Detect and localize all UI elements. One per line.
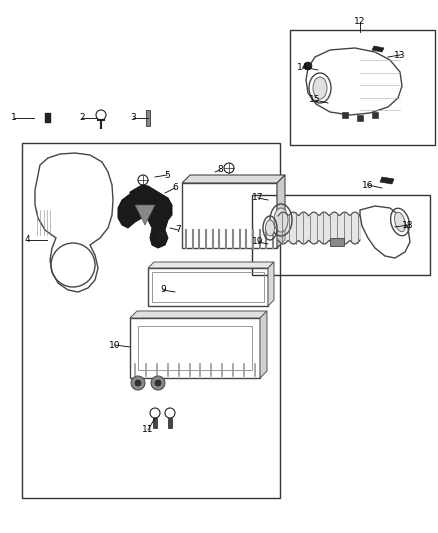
Bar <box>130 318 260 378</box>
Polygon shape <box>118 185 172 248</box>
Polygon shape <box>277 175 285 248</box>
Text: 9: 9 <box>160 286 166 295</box>
Text: 18: 18 <box>402 221 414 230</box>
Bar <box>45 113 51 123</box>
Bar <box>290 30 435 145</box>
Circle shape <box>135 380 141 386</box>
Text: 3: 3 <box>130 114 136 123</box>
Text: 6: 6 <box>172 183 178 192</box>
Bar <box>182 183 277 248</box>
Text: 12: 12 <box>354 18 366 27</box>
Bar <box>148 268 268 306</box>
Polygon shape <box>148 262 274 268</box>
Bar <box>342 112 348 118</box>
Text: 13: 13 <box>394 51 406 60</box>
Circle shape <box>304 62 312 70</box>
Text: 8: 8 <box>217 166 223 174</box>
Text: 2: 2 <box>79 114 85 123</box>
Polygon shape <box>182 175 285 183</box>
Text: 7: 7 <box>175 225 181 235</box>
Text: 4: 4 <box>24 236 30 245</box>
Ellipse shape <box>274 208 288 232</box>
Circle shape <box>151 376 165 390</box>
Text: 1: 1 <box>11 114 17 123</box>
Bar <box>330 238 344 246</box>
Bar <box>357 115 363 121</box>
Polygon shape <box>260 311 267 378</box>
Bar <box>372 112 378 118</box>
Text: 16: 16 <box>362 181 374 190</box>
Bar <box>138 326 252 370</box>
Ellipse shape <box>313 77 327 99</box>
Circle shape <box>131 376 145 390</box>
Bar <box>153 418 157 428</box>
Text: 10: 10 <box>109 341 121 350</box>
Bar <box>152 272 264 302</box>
Text: 17: 17 <box>252 193 264 203</box>
Text: 11: 11 <box>142 425 154 434</box>
Text: 5: 5 <box>164 171 170 180</box>
Ellipse shape <box>395 212 406 232</box>
Polygon shape <box>380 177 394 184</box>
Ellipse shape <box>265 220 275 236</box>
Polygon shape <box>372 46 384 52</box>
Bar <box>252 195 430 275</box>
Polygon shape <box>268 262 274 306</box>
Circle shape <box>136 191 144 199</box>
Text: 19: 19 <box>252 238 264 246</box>
Circle shape <box>155 380 161 386</box>
Bar <box>146 110 150 126</box>
Polygon shape <box>130 311 267 318</box>
Bar <box>22 143 280 498</box>
Text: 14: 14 <box>297 62 309 71</box>
Polygon shape <box>135 205 155 225</box>
Bar <box>168 418 172 428</box>
Text: 15: 15 <box>309 95 321 104</box>
